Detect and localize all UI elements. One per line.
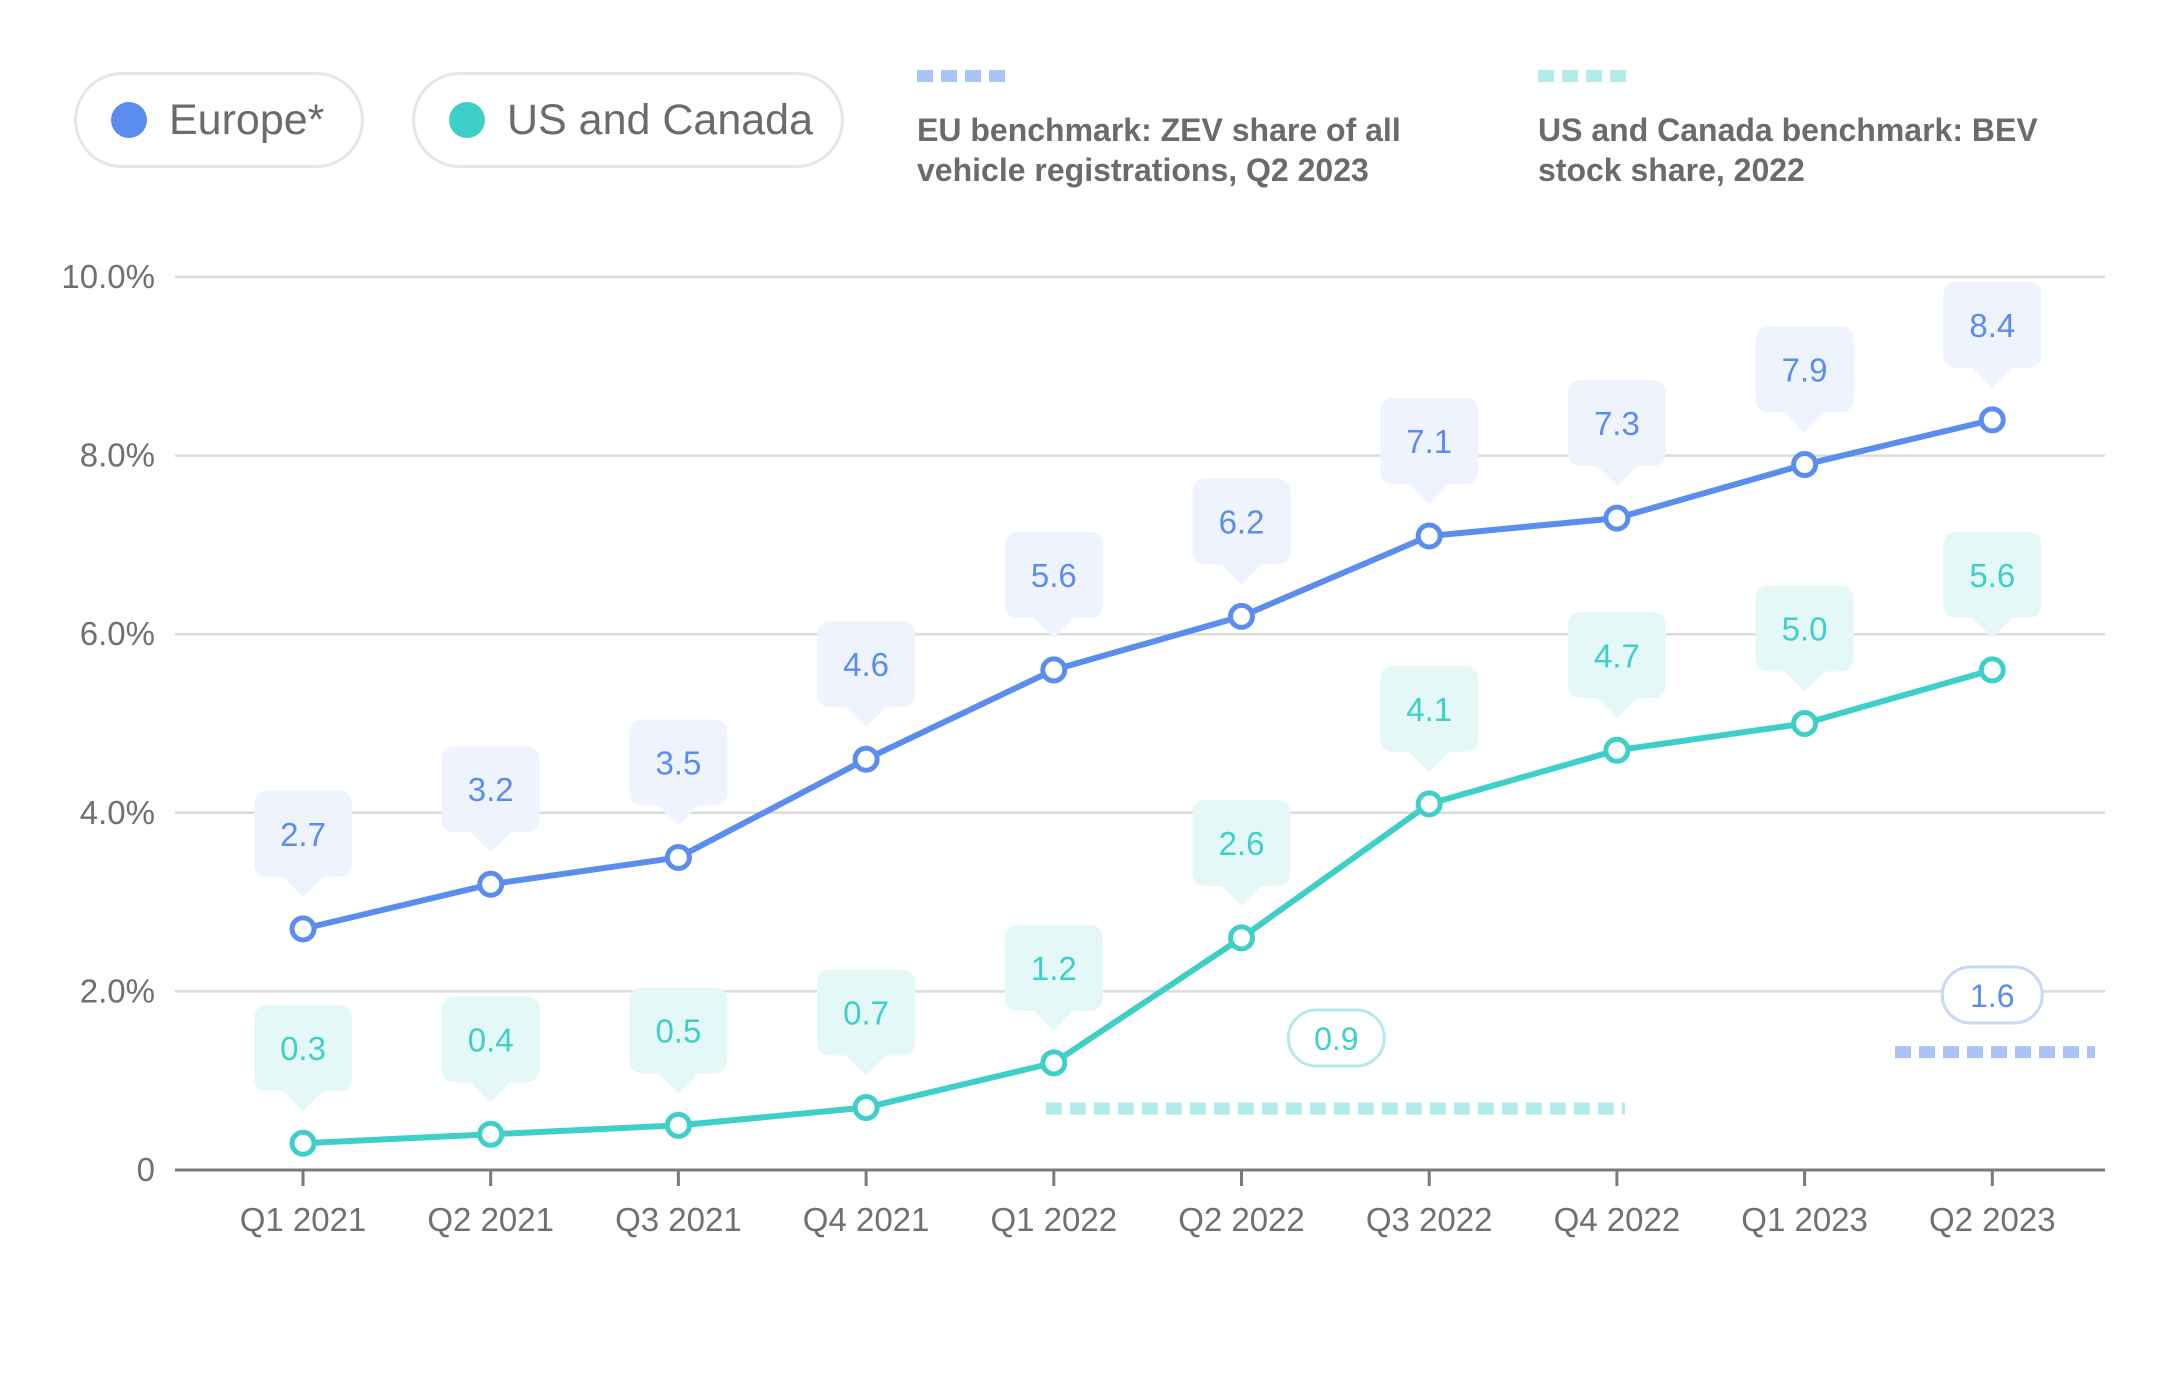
us-canada-callout bbox=[441, 996, 540, 1103]
legend-europe[interactable]: Europe* bbox=[74, 72, 364, 168]
legend-us-benchmark: US and Canada benchmark: BEV stock share… bbox=[1538, 70, 2038, 190]
europe-callout bbox=[1004, 531, 1103, 638]
y-tick-label: 2.0% bbox=[80, 972, 155, 1009]
us-canada-data-label: 4.7 bbox=[1594, 637, 1640, 674]
us-canada-series-line bbox=[300, 666, 1996, 1147]
europe-callout bbox=[254, 790, 352, 897]
europe-point bbox=[1040, 656, 1068, 684]
europe-callout bbox=[1755, 326, 1854, 433]
us-canada-data-label: 1.2 bbox=[1031, 950, 1077, 987]
y-tick-label: 4.0% bbox=[80, 794, 155, 831]
europe-data-label: 8.4 bbox=[1969, 307, 2015, 344]
europe-series-line bbox=[300, 416, 1996, 932]
us-canada-point bbox=[1415, 790, 1443, 818]
x-tick-label: Q4 2022 bbox=[1554, 1201, 1681, 1238]
us-canada-point bbox=[664, 1111, 692, 1139]
legend-us-canada[interactable]: US and Canada bbox=[412, 72, 844, 168]
us-canada-point bbox=[852, 1093, 880, 1121]
europe-data-label: 7.1 bbox=[1406, 423, 1452, 460]
us-canada-data-label: 5.0 bbox=[1782, 611, 1828, 648]
europe-point bbox=[289, 915, 317, 943]
europe-point bbox=[1978, 406, 2006, 434]
legend-europe-label: Europe* bbox=[169, 95, 325, 144]
us-canada-callout bbox=[1380, 665, 1479, 772]
us-canada-point bbox=[1791, 710, 1819, 737]
us-canada-callout bbox=[1192, 799, 1291, 906]
europe-point bbox=[852, 745, 880, 773]
europe-data-label: 3.2 bbox=[468, 771, 514, 808]
us-benchmark-value-box bbox=[1286, 1008, 1386, 1068]
eu-benchmark-value: 1.6 bbox=[1970, 978, 2014, 1014]
us-canada-data-label: 0.5 bbox=[655, 1012, 701, 1049]
europe-callout bbox=[629, 719, 728, 826]
legend-eu-benchmark: EU benchmark: ZEV share of all vehicle r… bbox=[917, 70, 1401, 190]
x-tick-label: Q2 2021 bbox=[427, 1201, 554, 1238]
europe-data-label: 6.2 bbox=[1219, 503, 1265, 540]
europe-point bbox=[477, 870, 505, 898]
europe-callout bbox=[1380, 397, 1479, 504]
europe-callout bbox=[441, 746, 540, 853]
eu-benchmark-value-box bbox=[1940, 965, 2044, 1025]
europe-point bbox=[1415, 522, 1443, 550]
x-tick-label: Q4 2021 bbox=[803, 1201, 930, 1238]
x-tick-label: Q1 2023 bbox=[1741, 1201, 1868, 1238]
us-benchmark-swatch bbox=[1538, 70, 1634, 82]
us-canada-point bbox=[289, 1129, 317, 1157]
legend-us-canada-label: US and Canada bbox=[507, 95, 813, 144]
us-canada-callout bbox=[629, 987, 728, 1094]
x-tick-label: Q1 2021 bbox=[240, 1201, 367, 1238]
y-tick-label: 0 bbox=[137, 1151, 155, 1188]
europe-callout bbox=[817, 621, 916, 728]
y-tick-label: 8.0% bbox=[80, 437, 155, 474]
us-canada-callout bbox=[1943, 531, 2042, 638]
europe-point bbox=[664, 843, 692, 871]
y-tick-label: 6.0% bbox=[80, 615, 155, 652]
us-canada-point bbox=[1228, 924, 1255, 952]
x-tick-label: Q3 2022 bbox=[1366, 1201, 1493, 1238]
us-benchmark-label: US and Canada benchmark: BEV stock share… bbox=[1538, 112, 2038, 188]
us-canada-data-label: 0.3 bbox=[280, 1030, 326, 1067]
us-canada-point bbox=[1040, 1049, 1068, 1077]
us-canada-data-label: 4.1 bbox=[1406, 691, 1452, 728]
us-canada-data-label: 0.4 bbox=[468, 1021, 514, 1058]
us-benchmark-value: 0.9 bbox=[1314, 1021, 1358, 1057]
europe-data-label: 4.6 bbox=[843, 646, 889, 683]
us-canada-data-label: 0.7 bbox=[843, 994, 889, 1031]
europe-point bbox=[1791, 451, 1819, 479]
europe-callout bbox=[1567, 380, 1666, 487]
us-canada-callout bbox=[1004, 924, 1103, 1031]
x-tick-label: Q3 2021 bbox=[615, 1201, 742, 1238]
us-canada-point bbox=[1978, 656, 2006, 684]
y-tick-label: 10.0% bbox=[61, 258, 155, 295]
x-tick-label: Q2 2023 bbox=[1929, 1201, 2056, 1238]
europe-data-label: 2.7 bbox=[280, 816, 326, 853]
europe-data-label: 3.5 bbox=[655, 744, 701, 781]
eu-benchmark-label: EU benchmark: ZEV share of all vehicle r… bbox=[917, 112, 1401, 188]
us-canada-callout bbox=[817, 969, 916, 1076]
europe-data-label: 7.3 bbox=[1594, 405, 1640, 442]
us-canada-point bbox=[477, 1120, 505, 1148]
europe-data-label: 5.6 bbox=[1031, 557, 1077, 594]
us-canada-callout bbox=[254, 1005, 352, 1112]
europe-point bbox=[1228, 602, 1255, 630]
us-canada-data-label: 5.6 bbox=[1969, 557, 2015, 594]
us-canada-data-label: 2.6 bbox=[1219, 825, 1265, 862]
europe-callout bbox=[1192, 478, 1291, 585]
us-canada-dot-icon bbox=[449, 102, 485, 138]
europe-point bbox=[1603, 504, 1631, 532]
x-tick-label: Q2 2022 bbox=[1178, 1201, 1305, 1238]
eu-benchmark-swatch bbox=[917, 70, 1013, 82]
europe-data-label: 7.9 bbox=[1782, 352, 1828, 389]
europe-dot-icon bbox=[111, 102, 147, 138]
us-canada-callout bbox=[1567, 612, 1666, 719]
us-canada-point bbox=[1603, 736, 1631, 764]
europe-callout bbox=[1943, 281, 2042, 388]
x-tick-label: Q1 2022 bbox=[990, 1201, 1117, 1238]
us-canada-callout bbox=[1755, 585, 1854, 692]
